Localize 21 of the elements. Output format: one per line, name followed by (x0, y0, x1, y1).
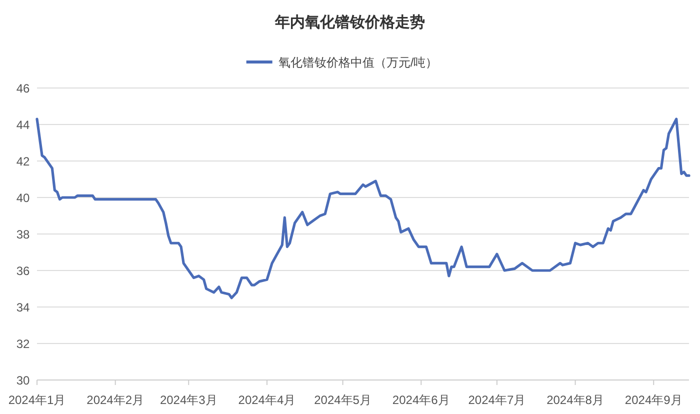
y-tick-label: 32 (16, 337, 30, 351)
x-tick-label: 2024年3月 (160, 393, 218, 407)
y-tick-label: 40 (16, 191, 30, 205)
x-tick-label: 2024年8月 (546, 393, 604, 407)
y-tick-label: 46 (16, 82, 30, 96)
y-tick-label: 44 (16, 118, 30, 132)
chart-title: 年内氧化镨钕价格走势 (274, 14, 425, 31)
x-tick-label: 2024年5月 (314, 393, 372, 407)
y-tick-label: 34 (16, 300, 30, 314)
line-series (36, 118, 690, 300)
y-tick-label: 36 (16, 264, 30, 278)
legend-label: 氧化镨钕价格中值（万元/吨） (278, 56, 438, 70)
x-tick-label: 2024年4月 (238, 393, 296, 407)
x-tick-label: 2024年6月 (392, 393, 450, 407)
x-tick-label: 2024年7月 (468, 393, 526, 407)
y-tick-label: 42 (16, 154, 30, 168)
y-tick-label: 30 (16, 374, 30, 388)
y-tick-label: 38 (16, 228, 30, 242)
x-tick-label: 2024年2月 (86, 393, 144, 407)
x-tick-label: 2024年1月 (8, 393, 66, 407)
x-tick-label: 2024年9月 (624, 393, 682, 407)
